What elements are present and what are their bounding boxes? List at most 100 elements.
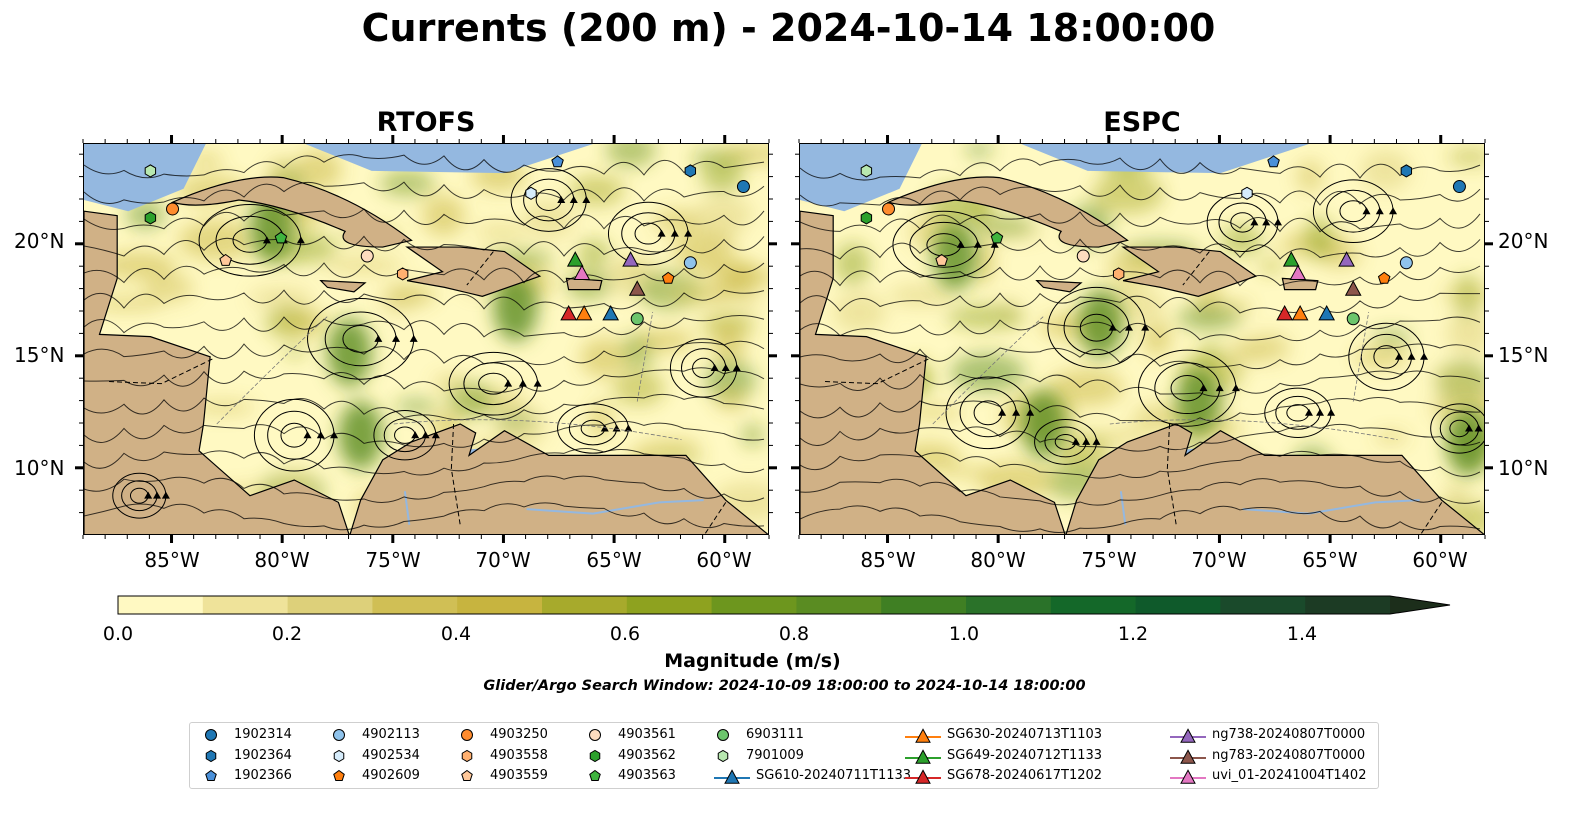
colorbar-segment [542,596,628,614]
country-border [704,502,727,534]
river [526,499,704,515]
platform-marker [860,211,873,225]
platform-marker [1267,155,1280,168]
lat-label-20n-left: 20°N [14,229,65,253]
legend-label: 4903561 [618,727,676,742]
circle-marker-icon [589,729,601,741]
platform-marker [573,264,591,281]
platform-marker [1112,267,1125,281]
lon-label-80w: 80°W [970,548,1026,572]
platform-marker [396,267,409,281]
figure-title: Currents (200 m) - 2024-10-14 18:00:00 [361,6,1216,50]
legend-label: ng738-20240807T0000 [1212,727,1366,742]
colorbar-segment [1135,596,1221,614]
legend-label: 4903558 [490,747,548,763]
platform-marker [602,304,620,321]
triangle-marker-icon [905,769,941,784]
hexagon-marker-icon [205,749,217,762]
platform-marker [551,155,564,168]
lon-label-85w: 85°W [144,548,200,572]
streamlines [84,154,765,531]
platform-marker [1276,304,1293,321]
lat-label-20n-right: 20°N [1498,229,1549,253]
platform-marker [990,231,1004,244]
water-body [1021,144,1309,174]
land-mass [1035,279,1083,293]
lat-label-10n-right: 10°N [1498,456,1549,480]
pentagon-marker-icon [589,769,601,781]
triangle-marker-icon [915,769,931,784]
pentagon-marker-icon [333,769,345,781]
legend-label: 4903559 [490,768,548,783]
colorbar-segment [372,596,458,614]
platform-marker [736,180,750,194]
platform-marker [1452,180,1466,194]
platform-marker [935,253,948,266]
legend-label: ng783-20240807T0000 [1212,747,1366,763]
legend-label: 4902534 [362,747,420,763]
platform-marker [684,164,697,178]
hexagon-marker-icon [717,749,729,762]
legend-label: 6903111 [746,727,804,742]
platform-marker [683,256,697,270]
panel-title-rtofs: RTOFS [376,107,476,138]
platform-marker [1241,186,1253,200]
country-border [1420,502,1443,534]
platform-marker [1291,304,1309,321]
lat-label-10n-left: 10°N [14,456,65,480]
legend-label: 7901009 [746,747,804,763]
country-border [822,358,929,385]
lon-label-65w: 65°W [1302,548,1358,572]
platform-marker [860,164,873,178]
platform-marker [575,304,593,321]
land-mass [349,423,768,534]
platform-marker [1289,264,1307,281]
triangle-marker-icon [915,748,931,764]
pentagon-marker-icon [461,769,473,781]
triangle-marker-icon [905,748,941,764]
country-border [1182,251,1210,286]
colorbar-tick-label: 1.2 [1117,623,1149,645]
isobath-1000m [216,311,682,441]
water-body [305,144,593,174]
triangle-marker-icon [1170,769,1206,784]
platform-marker [1346,312,1360,326]
isobath-1000m [932,311,1398,441]
hexagon-marker-icon [205,749,217,762]
platform-marker [566,251,584,267]
axis-ticks [75,135,1493,543]
river [1119,491,1127,525]
triangle-marker-icon [1170,728,1206,743]
legend-label: 4902113 [362,727,420,742]
legend-label: uvi_01-20241004T1402 [1212,768,1367,783]
hexagon-marker-icon [461,749,473,762]
platform-marker [560,304,577,321]
land-mass [84,210,350,534]
hexagon-marker-icon [589,749,601,762]
legend-label: 1902364 [234,747,292,763]
platform-marker [622,251,639,267]
platform-marker [882,202,896,216]
platform-marker [1282,251,1300,267]
colorbar-segment [711,596,797,614]
lon-label-80w: 80°W [254,548,310,572]
circle-marker-icon [333,729,345,741]
platform-marker [1318,304,1336,321]
land-mass [170,176,413,248]
platform-marker [1400,164,1413,178]
streamlines [800,157,1484,534]
pentagon-marker-icon [333,769,345,781]
colorbar [117,595,1451,615]
colorbar-tick-label: 0.0 [102,623,134,645]
river [403,491,411,525]
map-panel-espc [799,143,1485,535]
colorbar-segment [881,596,967,614]
circle-marker-icon [717,729,729,741]
hexagon-marker-icon [461,749,473,762]
water-body [800,144,922,212]
colorbar-tick-label: 1.4 [1286,623,1318,645]
platform-marker [1076,249,1090,263]
river [1242,499,1420,515]
lon-label-85w: 85°W [860,548,916,572]
colorbar-title: Magnitude (m/s) [664,650,841,672]
